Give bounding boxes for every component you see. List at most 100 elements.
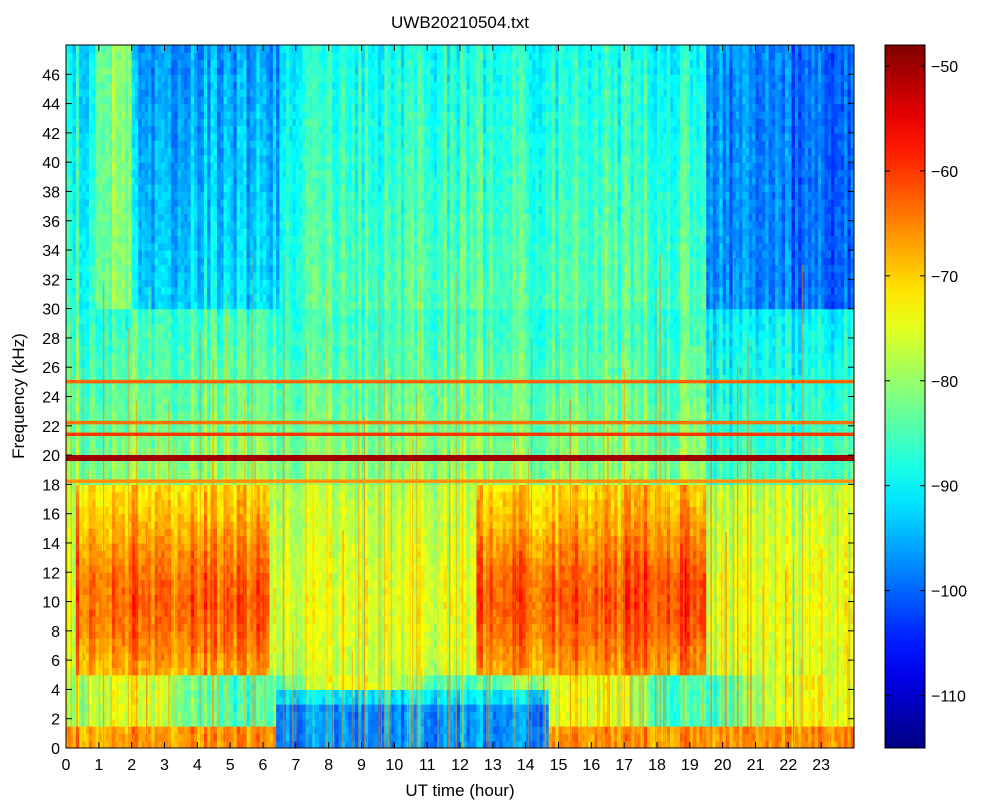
heatmap-cell	[66, 367, 70, 376]
heatmap-cell	[154, 696, 159, 705]
heatmap-cell	[66, 96, 70, 105]
heatmap-cell	[95, 125, 100, 134]
heatmap-cell	[138, 638, 143, 647]
heatmap-cell	[121, 520, 126, 529]
heatmap-cell	[118, 162, 123, 171]
heatmap-cell	[69, 220, 74, 229]
heatmap-cell	[180, 132, 185, 141]
heatmap-cell	[69, 169, 74, 178]
heatmap-cell	[157, 572, 162, 581]
heatmap-cell	[66, 586, 70, 595]
heatmap-cell	[98, 696, 103, 705]
heatmap-cell	[134, 711, 139, 720]
heatmap-cell	[148, 645, 152, 654]
heatmap-cell	[121, 484, 126, 493]
heatmap-cell	[82, 272, 87, 280]
heatmap-cell	[79, 682, 84, 691]
heatmap-cell	[144, 154, 149, 163]
heatmap-cell	[180, 345, 185, 354]
heatmap-cell	[98, 96, 103, 105]
heatmap-cell	[141, 381, 146, 390]
heatmap-cell	[85, 359, 90, 368]
heatmap-cell	[151, 689, 156, 698]
heatmap-cell	[105, 301, 110, 310]
heatmap-cell	[82, 169, 87, 178]
heatmap-cell	[105, 279, 110, 288]
heatmap-cell	[128, 652, 133, 661]
heatmap-cell	[121, 279, 126, 288]
heatmap-cell	[72, 425, 77, 434]
heatmap-cell	[157, 586, 162, 595]
heatmap-cell	[157, 103, 162, 112]
heatmap-cell	[131, 88, 136, 97]
heatmap-cell	[66, 740, 70, 748]
heatmap-cell	[148, 315, 152, 324]
heatmap-cell	[121, 704, 126, 712]
heatmap-cell	[66, 550, 70, 559]
heatmap-cell	[95, 740, 100, 748]
heatmap-cell	[95, 381, 100, 390]
heatmap-cell	[128, 301, 133, 310]
heatmap-cell	[72, 520, 77, 529]
heatmap-cell	[125, 206, 129, 215]
heatmap-cell	[184, 616, 189, 625]
heatmap-cell	[180, 264, 185, 273]
heatmap-cell	[115, 220, 120, 229]
heatmap-cell	[92, 264, 97, 273]
heatmap-cell	[138, 118, 143, 127]
heatmap-cell	[174, 579, 179, 588]
heatmap-cell	[95, 66, 100, 75]
heatmap-cell	[111, 704, 116, 712]
heatmap-cell	[111, 140, 116, 149]
heatmap-cell	[144, 206, 149, 215]
heatmap-cell	[161, 528, 166, 537]
heatmap-cell	[184, 608, 189, 617]
heatmap-cell	[66, 286, 70, 295]
heatmap-cell	[184, 718, 189, 727]
heatmap-cell	[171, 638, 175, 647]
heatmap-cell	[102, 184, 106, 193]
heatmap-cell	[79, 323, 84, 332]
heatmap-cell	[115, 323, 120, 332]
heatmap-cell	[144, 235, 149, 244]
heatmap-cell	[161, 572, 166, 581]
heatmap-cell	[164, 572, 169, 581]
heatmap-cell	[111, 176, 116, 185]
heatmap-cell	[92, 140, 97, 149]
heatmap-cell	[141, 491, 146, 500]
heatmap-cell	[164, 162, 169, 171]
heatmap-cell	[95, 616, 100, 625]
heatmap-cell	[148, 660, 152, 669]
heatmap-cell	[115, 345, 120, 354]
heatmap-cell	[85, 191, 90, 200]
heatmap-cell	[88, 228, 93, 236]
heatmap-cell	[167, 242, 172, 251]
heatmap-cell	[128, 389, 133, 398]
heatmap-cell	[118, 242, 123, 251]
heatmap-cell	[184, 169, 189, 178]
heatmap-cell	[151, 462, 156, 471]
heatmap-cell	[148, 433, 152, 442]
heatmap-cell	[88, 411, 93, 420]
heatmap-cell	[180, 645, 185, 654]
heatmap-cell	[134, 110, 139, 119]
heatmap-cell	[138, 206, 143, 215]
heatmap-cell	[72, 572, 77, 581]
heatmap-cell	[125, 118, 129, 127]
heatmap-cell	[111, 242, 116, 251]
heatmap-cell	[141, 213, 146, 222]
heatmap-cell	[121, 301, 126, 310]
heatmap-cell	[138, 228, 143, 236]
heatmap-cell	[118, 301, 123, 310]
heatmap-cell	[164, 169, 169, 178]
heatmap-cell	[171, 726, 175, 734]
heatmap-cell	[85, 250, 90, 258]
heatmap-cell	[180, 125, 185, 134]
heatmap-cell	[72, 352, 77, 361]
heatmap-cell	[184, 308, 189, 317]
heatmap-cell	[85, 499, 90, 507]
heatmap-cell	[121, 601, 126, 610]
heatmap-cell	[177, 520, 182, 529]
heatmap-cell	[154, 96, 159, 105]
heatmap-cell	[164, 733, 169, 742]
